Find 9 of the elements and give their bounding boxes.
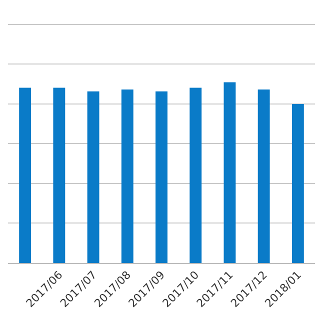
bar [258, 90, 270, 263]
bar [156, 91, 168, 263]
bar [121, 90, 134, 263]
bar [87, 91, 100, 263]
bar [292, 104, 304, 263]
bar [190, 88, 202, 263]
bar [224, 82, 236, 263]
bar [53, 88, 66, 263]
bar [19, 88, 32, 263]
